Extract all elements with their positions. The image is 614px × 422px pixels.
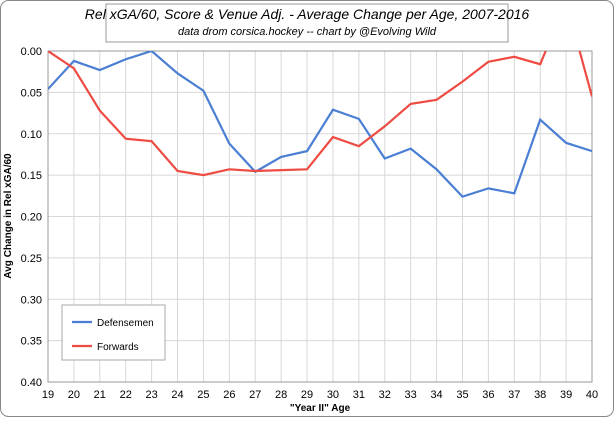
x-tick-label: 33 [405,389,417,401]
x-tick-label: 23 [145,389,157,401]
chart-subtitle: data drom corsica.hockey -- chart by @Ev… [178,26,437,38]
x-tick-label: 21 [94,389,106,401]
chart-title: Rel xGA/60, Score & Venue Adj. - Average… [85,6,530,22]
x-tick-label: 22 [120,389,132,401]
x-tick-label: 35 [456,389,468,401]
x-tick-label: 34 [430,389,442,401]
x-tick-label: 29 [301,389,313,401]
y-tick-label: 0.35 [21,336,42,348]
x-tick-label: 32 [379,389,391,401]
y-tick-label: 0.10 [21,129,42,141]
x-tick-label: 27 [249,389,261,401]
x-tick-label: 31 [353,389,365,401]
x-tick-label: 30 [327,389,339,401]
x-tick-label: 28 [275,389,287,401]
y-tick-label: 0.40 [21,377,42,389]
series-line [48,51,592,177]
x-tick-label: 19 [42,389,54,401]
x-tick-label: 20 [68,389,80,401]
y-tick-label: 0.20 [21,212,42,224]
x-tick-label: 36 [482,389,494,401]
y-tick-label: 0.00 [21,46,42,58]
x-tick-label: 38 [534,389,546,401]
legend-label: Defensemen [97,318,154,329]
x-tick-label: 40 [586,389,598,401]
lines [48,51,592,198]
x-tick-label: 39 [560,389,572,401]
legend-label: Forwards [97,342,139,353]
x-tick-label: 37 [508,389,520,401]
x-tick-label: 25 [197,389,209,401]
series-line [48,51,592,198]
x-tick-label: 26 [223,389,235,401]
y-tick-label: 0.25 [21,253,42,265]
x-tick-label: 24 [171,389,183,401]
legend: Defensemen Forwards [61,304,166,361]
y-tick-label: 0.30 [21,294,42,306]
title-box [105,3,509,43]
y-tick-label: 0.05 [21,87,42,99]
x-axis-label: "Year II" Age [290,403,351,414]
y-axis-label: Avg Change in Rel xGA/60 [3,153,14,279]
y-tick-label: 0.15 [21,170,42,182]
plot-border [47,50,593,383]
legend-box [61,304,166,361]
